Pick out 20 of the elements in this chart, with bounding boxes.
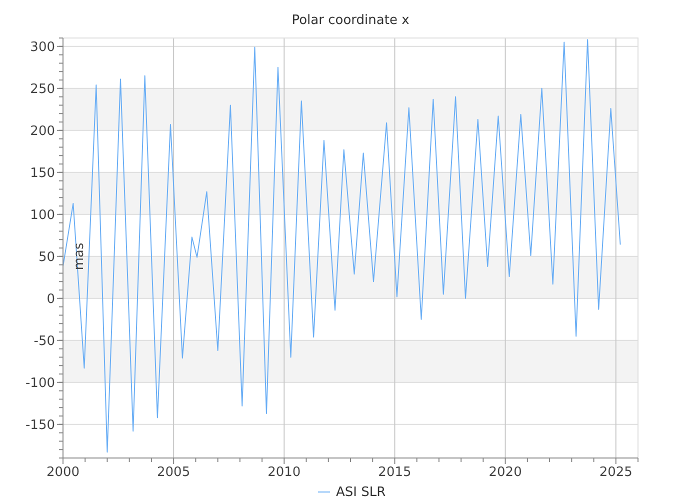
y-tick-label: 200 xyxy=(30,124,55,139)
y-axis-title: mas xyxy=(72,242,87,270)
x-tick-label: 2005 xyxy=(157,465,190,480)
y-tick-label: 100 xyxy=(30,208,55,223)
y-tick-label: -100 xyxy=(25,376,55,391)
x-tick-label: 2025 xyxy=(599,465,632,480)
y-tick-label: 250 xyxy=(30,82,55,97)
y-tick-label: -50 xyxy=(34,334,55,349)
line-series xyxy=(62,39,621,453)
y-tick-label: 150 xyxy=(30,166,55,181)
chart-title: Polar coordinate x xyxy=(292,13,410,28)
y-tick-label: 300 xyxy=(30,40,55,55)
x-tick-label: 2015 xyxy=(378,465,412,480)
y-tick-label: 50 xyxy=(38,250,55,265)
y-tick-label: 0 xyxy=(46,292,55,307)
legend-label: ASI SLR xyxy=(336,485,386,500)
y-tick-label: -150 xyxy=(25,418,55,433)
x-tick-label: 2010 xyxy=(268,465,301,480)
x-tick-label: 2020 xyxy=(488,465,522,480)
x-tick-label: 2000 xyxy=(46,465,80,480)
